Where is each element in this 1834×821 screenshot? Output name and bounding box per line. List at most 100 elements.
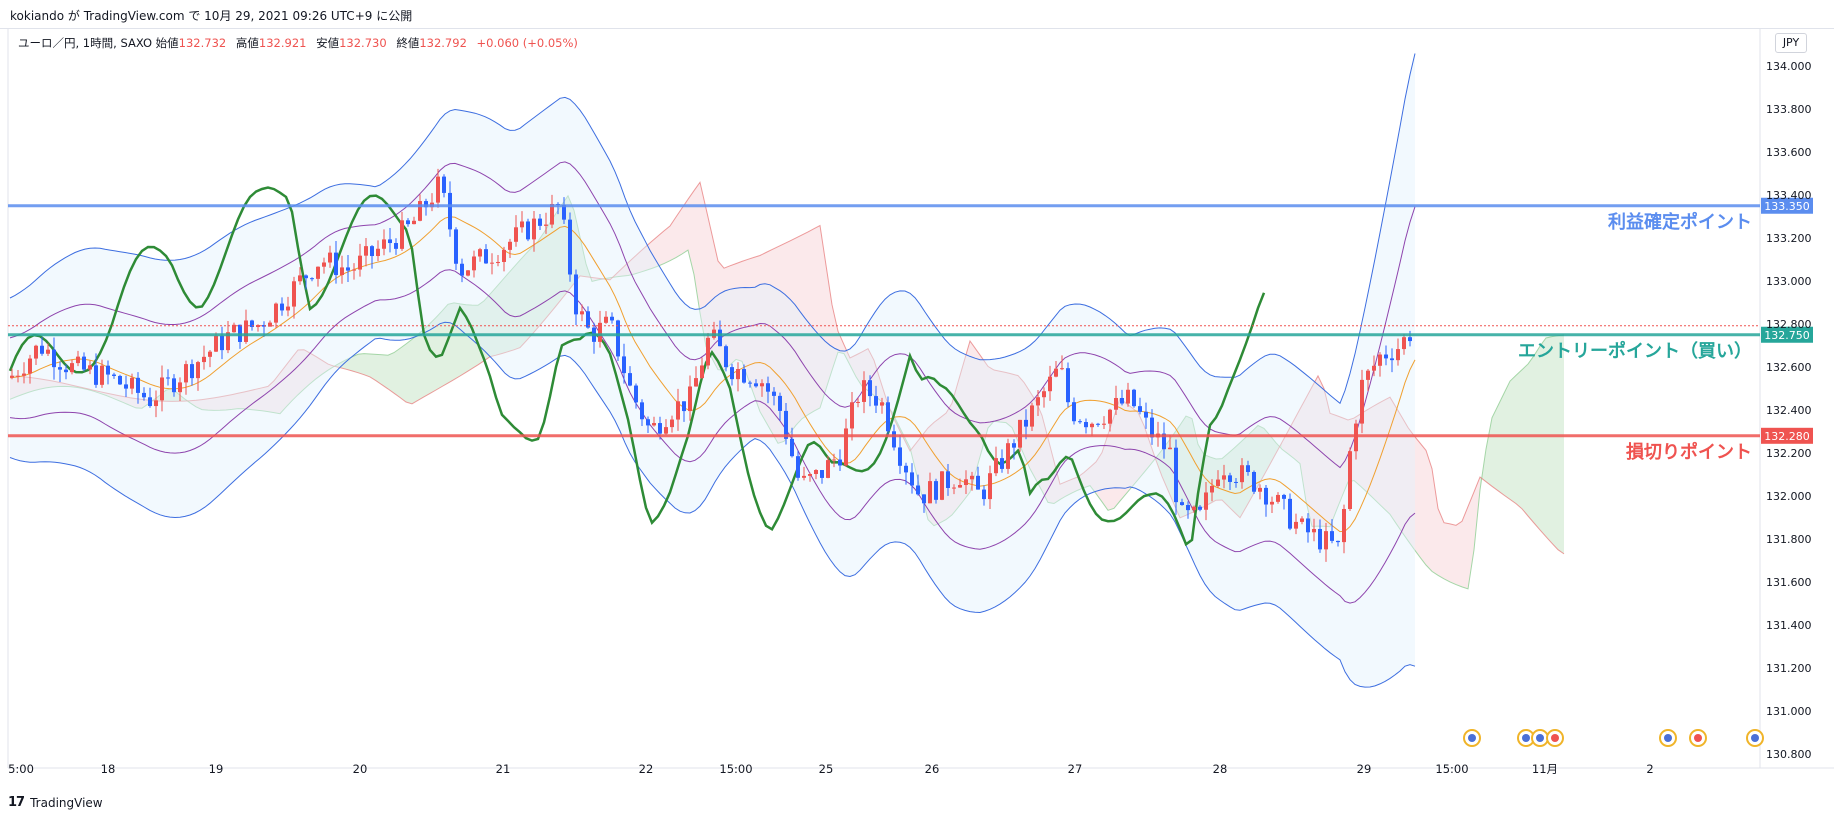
ichimoku-cloud-segment bbox=[976, 349, 982, 471]
event-marker-dot bbox=[1694, 734, 1702, 742]
candle-body bbox=[700, 365, 704, 379]
ichimoku-cloud-segment bbox=[1330, 413, 1336, 527]
price-tag-bg-0 bbox=[1761, 197, 1813, 214]
price-chart[interactable]: 利益確定ポイント 133.350 エントリーポイント（買い） 132.750 損切りポイ… bbox=[0, 28, 1834, 793]
x-tick-label: 25 bbox=[819, 762, 834, 776]
candle-body bbox=[370, 246, 374, 257]
candle-body bbox=[664, 427, 668, 434]
x-tick-label: 28 bbox=[1213, 762, 1228, 776]
ichimoku-cloud-segment bbox=[352, 354, 358, 373]
candle-body bbox=[1072, 402, 1076, 422]
ichimoku-cloud-segment bbox=[1006, 372, 1012, 428]
candle-body bbox=[1300, 518, 1304, 522]
candle-body bbox=[1342, 508, 1346, 543]
ichimoku-cloud-segment bbox=[1486, 417, 1492, 487]
candle-body bbox=[442, 176, 446, 193]
ichimoku-cloud-segment bbox=[1396, 407, 1402, 533]
candle-body bbox=[502, 249, 506, 262]
candle-body bbox=[148, 397, 152, 407]
level-label-0: 利益確定ポイント bbox=[1608, 211, 1752, 233]
candle-body bbox=[898, 447, 902, 466]
close-label: 終値 bbox=[396, 36, 420, 50]
x-tick-label: 20 bbox=[353, 762, 368, 776]
ichimoku-cloud-segment bbox=[490, 287, 496, 357]
ichimoku-cloud-segment bbox=[1558, 334, 1564, 554]
candle-body bbox=[610, 316, 614, 321]
ichimoku-cloud-segment bbox=[1120, 398, 1126, 502]
candle-body bbox=[1240, 465, 1244, 483]
candle-body bbox=[274, 303, 278, 323]
candle-body bbox=[490, 262, 494, 264]
ichimoku-cloud-segment bbox=[856, 351, 862, 387]
ichimoku-cloud-segment bbox=[40, 378, 46, 390]
x-tick-label: 19 bbox=[209, 762, 224, 776]
x-tick-label: 26 bbox=[925, 762, 940, 776]
high-value: 132.921 bbox=[258, 36, 307, 50]
candle-body bbox=[550, 203, 554, 225]
ichimoku-cloud-segment bbox=[1522, 364, 1528, 516]
ichimoku-cloud-segment bbox=[616, 268, 622, 277]
candle-body bbox=[496, 261, 500, 263]
x-tick-label: 22 bbox=[639, 762, 654, 776]
candle-body bbox=[886, 402, 890, 432]
candle-body bbox=[934, 481, 938, 500]
candle-body bbox=[424, 201, 428, 208]
ichimoku-cloud-segment bbox=[190, 400, 196, 407]
candle-body bbox=[1318, 528, 1322, 550]
ichimoku-cloud-segment bbox=[202, 398, 208, 411]
candle-body bbox=[1048, 376, 1052, 392]
candle-body bbox=[28, 358, 32, 374]
candle-body bbox=[112, 374, 116, 376]
candle-body bbox=[826, 460, 830, 478]
ichimoku-cloud-segment bbox=[376, 354, 382, 385]
candle-body bbox=[1264, 487, 1268, 505]
candle-body bbox=[268, 322, 272, 327]
currency-button[interactable]: JPY bbox=[1775, 33, 1807, 53]
candle-body bbox=[202, 356, 206, 363]
candle-body bbox=[622, 356, 626, 374]
candle-body bbox=[616, 320, 620, 357]
ichimoku-cloud-segment bbox=[316, 356, 322, 379]
x-tick-label: 15:00 bbox=[719, 762, 752, 776]
ichimoku-cloud-segment bbox=[706, 208, 712, 359]
open-value: 132.732 bbox=[178, 36, 227, 50]
ichimoku-cloud-segment bbox=[1450, 523, 1456, 585]
ichimoku-cloud-segment bbox=[694, 182, 700, 313]
candle-body bbox=[286, 306, 290, 311]
low-label: 安値 bbox=[316, 36, 340, 50]
candle-body bbox=[1192, 506, 1196, 511]
candle-body bbox=[166, 377, 170, 379]
ichimoku-cloud-segment bbox=[1066, 479, 1072, 497]
candle-body bbox=[904, 465, 908, 473]
candle-body bbox=[784, 410, 788, 439]
y-tick-label: 133.200 bbox=[1766, 232, 1812, 245]
candle-body bbox=[58, 367, 62, 370]
x-tick-label: 5:00 bbox=[8, 762, 34, 776]
candle-body bbox=[874, 396, 878, 406]
candle-body bbox=[514, 227, 518, 242]
ichimoku-cloud-segment bbox=[1528, 355, 1534, 524]
candle-body bbox=[1060, 368, 1064, 370]
chikou-span bbox=[8, 186, 1266, 547]
ichimoku-cloud-segment bbox=[436, 311, 442, 390]
ohlc-legend: ユーロ／円, 1時間, SAXO 始値132.732 高値132.921 安値1… bbox=[18, 35, 584, 51]
ichimoku-cloud-segment bbox=[280, 365, 286, 414]
ichimoku-cloud-segment bbox=[460, 303, 466, 376]
ichimoku-cloud-segment bbox=[1510, 375, 1516, 504]
candle-body bbox=[844, 428, 848, 466]
candle-body bbox=[1126, 389, 1130, 404]
ichimoku-cloud-segment bbox=[658, 230, 664, 267]
ichimoku-cloud-segment bbox=[1234, 442, 1240, 518]
ichimoku-cloud-segment bbox=[292, 350, 298, 401]
candle-body bbox=[652, 423, 656, 426]
candle-body bbox=[400, 220, 404, 249]
candle-body bbox=[40, 345, 44, 354]
ichimoku-cloud-segment bbox=[244, 390, 250, 410]
ichimoku-cloud-segment bbox=[304, 349, 310, 390]
level-label-2: 損切りポイント bbox=[1626, 441, 1752, 463]
candle-body bbox=[832, 459, 836, 461]
candle-body bbox=[946, 471, 950, 489]
ichimoku-cloud-segment bbox=[814, 225, 820, 412]
candle-body bbox=[1168, 447, 1172, 450]
high-label: 高値 bbox=[235, 36, 259, 50]
